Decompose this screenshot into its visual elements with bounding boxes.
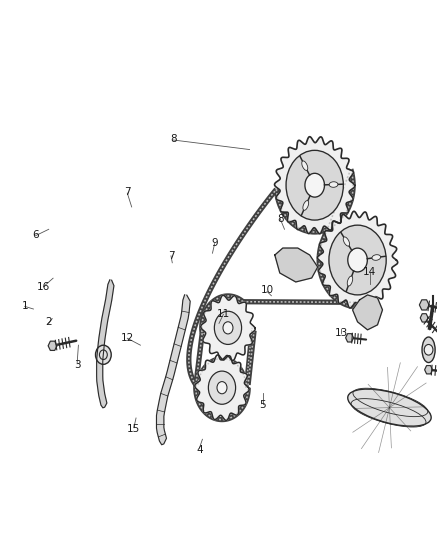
Ellipse shape (347, 276, 353, 286)
Text: 6: 6 (32, 230, 39, 240)
Circle shape (223, 322, 233, 334)
Ellipse shape (329, 182, 338, 187)
Polygon shape (353, 295, 382, 330)
Ellipse shape (422, 337, 435, 362)
Polygon shape (275, 248, 318, 282)
Ellipse shape (348, 389, 431, 426)
Text: 11: 11 (217, 309, 230, 319)
Polygon shape (195, 355, 249, 421)
Text: 1: 1 (21, 301, 28, 311)
Circle shape (286, 150, 343, 220)
Ellipse shape (302, 161, 308, 171)
Text: 5: 5 (259, 400, 266, 410)
Polygon shape (48, 341, 57, 350)
Polygon shape (201, 295, 255, 360)
Ellipse shape (303, 200, 309, 211)
Polygon shape (420, 300, 429, 310)
Polygon shape (156, 295, 190, 445)
Polygon shape (318, 211, 398, 309)
Text: 14: 14 (363, 267, 376, 277)
Circle shape (329, 225, 386, 295)
Circle shape (217, 382, 227, 394)
Circle shape (214, 311, 242, 344)
Text: 9: 9 (211, 238, 218, 247)
Circle shape (424, 344, 433, 355)
Text: 3: 3 (74, 360, 81, 370)
Polygon shape (346, 334, 353, 342)
Text: 10: 10 (261, 286, 274, 295)
Text: 8: 8 (170, 134, 177, 144)
Text: 4: 4 (196, 445, 203, 455)
Circle shape (208, 371, 236, 404)
Text: 7: 7 (168, 251, 174, 261)
Text: 12: 12 (121, 333, 134, 343)
Polygon shape (97, 280, 114, 408)
Text: 13: 13 (335, 328, 348, 338)
Polygon shape (275, 136, 355, 234)
Polygon shape (425, 366, 432, 374)
Circle shape (305, 173, 325, 197)
Ellipse shape (343, 237, 350, 246)
Circle shape (348, 248, 367, 272)
Text: 8: 8 (277, 214, 283, 224)
Text: 15: 15 (127, 424, 141, 434)
Polygon shape (420, 314, 428, 322)
Text: 7: 7 (124, 187, 131, 197)
Circle shape (95, 345, 111, 365)
Text: 16: 16 (37, 282, 50, 292)
Ellipse shape (372, 255, 381, 260)
Text: 2: 2 (46, 317, 52, 327)
